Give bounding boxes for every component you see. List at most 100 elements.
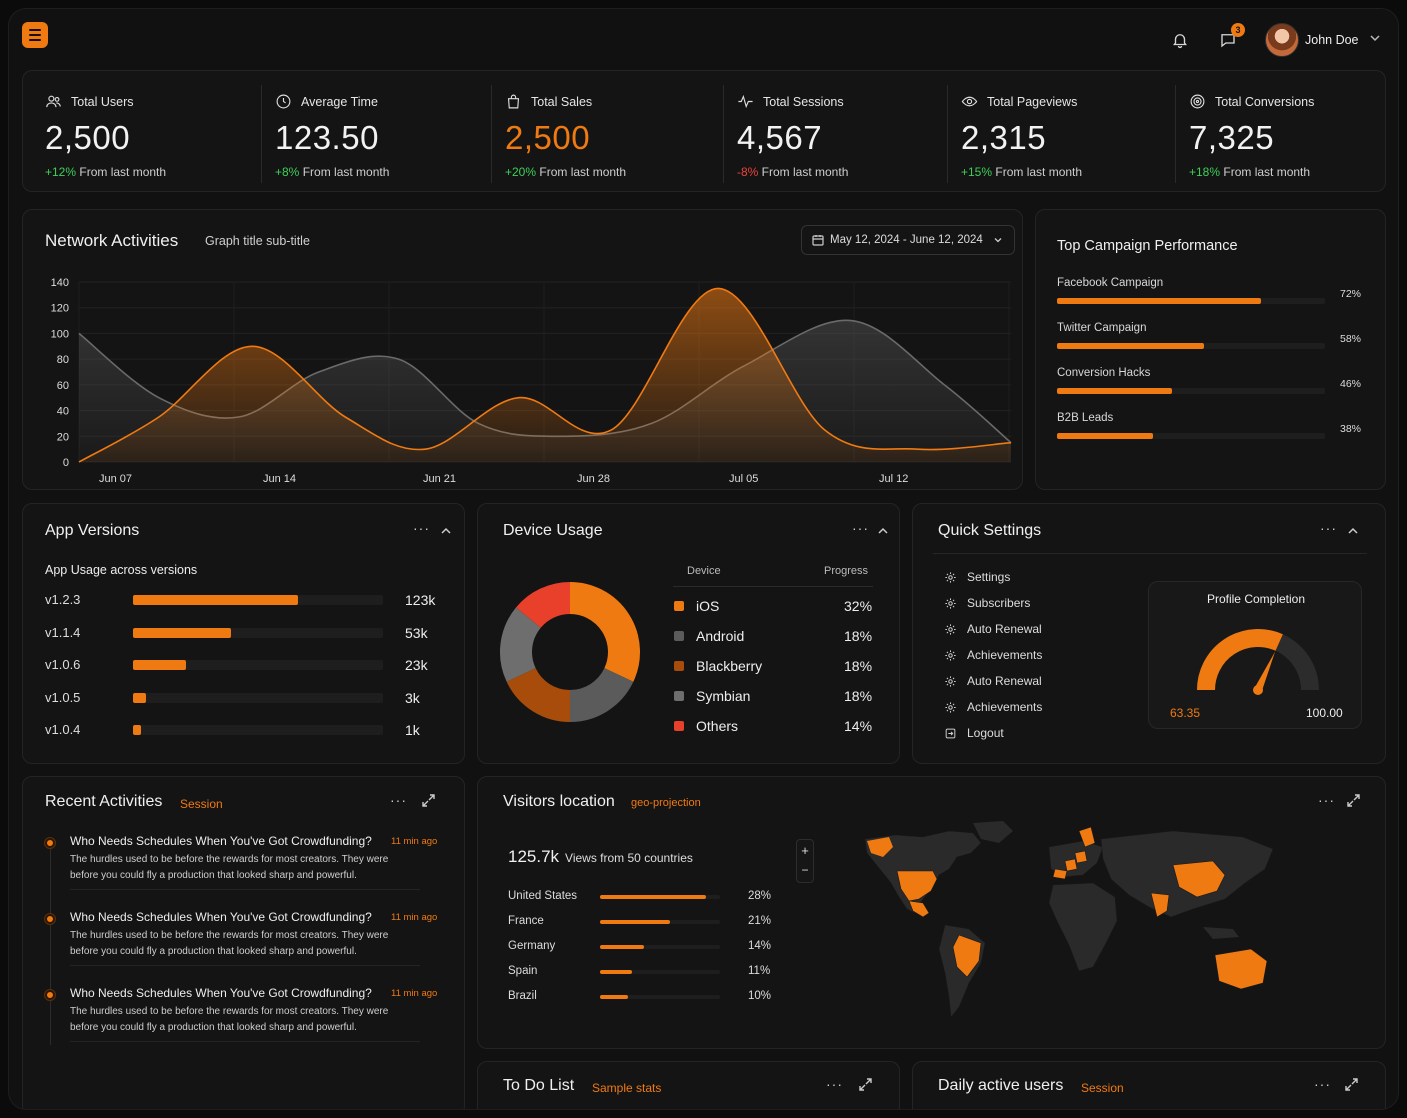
version-fill — [133, 627, 231, 638]
expand-icon[interactable] — [859, 1078, 872, 1096]
settings-item[interactable]: Logout — [944, 726, 1004, 740]
stat-label: Total Sales — [505, 93, 592, 110]
more-icon[interactable]: ··· — [826, 1076, 843, 1092]
device-usage-panel: Device Usage ··· Device Progress iOS 32% A… — [477, 503, 900, 764]
donut-slice — [500, 607, 542, 682]
bell-icon[interactable] — [1168, 28, 1192, 52]
campaign-fill — [1057, 388, 1173, 394]
settings-item[interactable]: Auto Renewal — [944, 674, 1042, 688]
settings-item[interactable]: Subscribers — [944, 596, 1030, 610]
stat-card: Total Conversions 7,325 +18% From last mon… — [1189, 71, 1389, 191]
zoom-out-button[interactable]: − — [801, 863, 809, 877]
scandinavia-shape — [1078, 826, 1096, 848]
collapse-icon[interactable] — [877, 524, 889, 542]
australia-shape — [1214, 948, 1268, 990]
zoom-in-button[interactable]: + — [801, 843, 809, 858]
collapse-icon[interactable] — [440, 524, 452, 542]
device-percent: 32% — [844, 598, 873, 614]
logout-icon — [944, 727, 957, 740]
dashboard-frame: 3 John Doe Total Users 2,500 +12% From las… — [8, 8, 1399, 1110]
stat-delta: +12% From last month — [45, 165, 166, 179]
country-track — [600, 920, 720, 924]
campaign-track — [1057, 388, 1325, 394]
stat-delta-value: +20% — [505, 165, 537, 179]
visitors-total: 125.7k — [508, 847, 560, 866]
activity-body: before you could fly a production that l… — [70, 946, 357, 957]
device-donut-chart — [500, 582, 640, 722]
campaign-label: Facebook Campaign — [1057, 277, 1164, 289]
more-icon[interactable]: ··· — [1320, 520, 1337, 536]
stat-label-text: Average Time — [301, 94, 378, 109]
campaign-track — [1057, 343, 1325, 349]
settings-item-label: Logout — [967, 726, 1004, 740]
country-label: Germany — [508, 940, 556, 952]
device-label: Blackberry — [696, 658, 763, 674]
country-percent: 14% — [748, 940, 772, 952]
stat-delta-suffix: From last month — [1220, 165, 1311, 179]
device-column-header: Device — [687, 565, 721, 577]
version-label: v1.2.3 — [45, 592, 81, 607]
stat-label: Total Sessions — [737, 93, 844, 110]
country-percent: 28% — [748, 890, 772, 902]
date-range-picker[interactable]: May 12, 2024 - June 12, 2024 — [801, 225, 1015, 255]
gear-icon — [944, 649, 957, 662]
user-name[interactable]: John Doe — [1305, 33, 1359, 47]
more-icon[interactable]: ··· — [1318, 792, 1335, 808]
stat-delta: +18% From last month — [1189, 165, 1310, 179]
activity-body: The hurdles used to be before the reward… — [70, 930, 389, 941]
more-icon[interactable]: ··· — [390, 792, 407, 808]
activity-title[interactable]: Who Needs Schedules When You've Got Crow… — [70, 834, 372, 848]
avatar[interactable] — [1265, 23, 1299, 57]
settings-item[interactable]: Settings — [944, 570, 1010, 584]
settings-item[interactable]: Achievements — [944, 648, 1042, 662]
y-tick-label: 140 — [51, 277, 69, 289]
device-label: Android — [696, 628, 745, 644]
activity-title[interactable]: Who Needs Schedules When You've Got Crow… — [70, 910, 372, 924]
settings-item-label: Achievements — [967, 700, 1043, 714]
settings-item[interactable]: Achievements — [944, 700, 1042, 714]
timeline-dot — [44, 837, 56, 849]
zoom-control: + − — [796, 839, 814, 883]
expand-icon[interactable] — [1347, 794, 1360, 812]
activity-title[interactable]: Who Needs Schedules When You've Got Crow… — [70, 986, 372, 1000]
country-fill — [600, 895, 706, 899]
activity-body: The hurdles used to be before the reward… — [70, 1006, 389, 1017]
profile-max-value: 100.00 — [1306, 706, 1343, 720]
expand-icon[interactable] — [1345, 1078, 1358, 1096]
donut-slice — [506, 667, 571, 722]
settings-item[interactable]: Auto Renewal — [944, 622, 1042, 636]
expand-icon[interactable] — [422, 794, 435, 812]
divider — [947, 85, 948, 183]
version-count: 123k — [405, 592, 436, 608]
legend-swatch — [674, 601, 684, 611]
chevron-down-icon[interactable] — [1369, 31, 1381, 49]
activity-time: 11 min ago — [391, 836, 438, 847]
settings-item-label: Auto Renewal — [967, 674, 1042, 688]
activity-body: The hurdles used to be before the reward… — [70, 854, 389, 865]
campaign-label: Conversion Hacks — [1057, 367, 1151, 379]
menu-button[interactable] — [22, 22, 48, 48]
version-fill — [133, 660, 186, 670]
visitors-tag: geo-projection — [631, 797, 701, 809]
more-icon[interactable]: ··· — [852, 520, 869, 536]
device-percent: 14% — [844, 718, 873, 734]
country-track — [600, 895, 720, 899]
stat-label-text: Total Sales — [531, 94, 593, 109]
more-icon[interactable]: ··· — [1314, 1076, 1331, 1092]
collapse-icon[interactable] — [1347, 524, 1359, 542]
stat-card: Total Sessions 4,567 -8% From last month — [737, 71, 937, 191]
stat-delta-suffix: From last month — [536, 165, 627, 179]
y-tick-label: 120 — [51, 303, 69, 315]
device-label: Others — [696, 718, 739, 734]
gear-icon — [944, 623, 957, 636]
visitors-total-suffix: Views from 50 countries — [565, 851, 693, 865]
campaign-title: Top Campaign Performance — [1057, 238, 1238, 254]
y-tick-label: 20 — [57, 431, 69, 443]
germany-shape — [1074, 850, 1088, 864]
country-label: Brazil — [508, 990, 537, 1002]
stat-label: Total Conversions — [1189, 93, 1314, 110]
campaign-fill — [1057, 433, 1154, 439]
more-icon[interactable]: ··· — [413, 520, 430, 536]
stat-card: Total Sales 2,500 +20% From last month — [505, 71, 705, 191]
gear-icon — [944, 571, 957, 584]
